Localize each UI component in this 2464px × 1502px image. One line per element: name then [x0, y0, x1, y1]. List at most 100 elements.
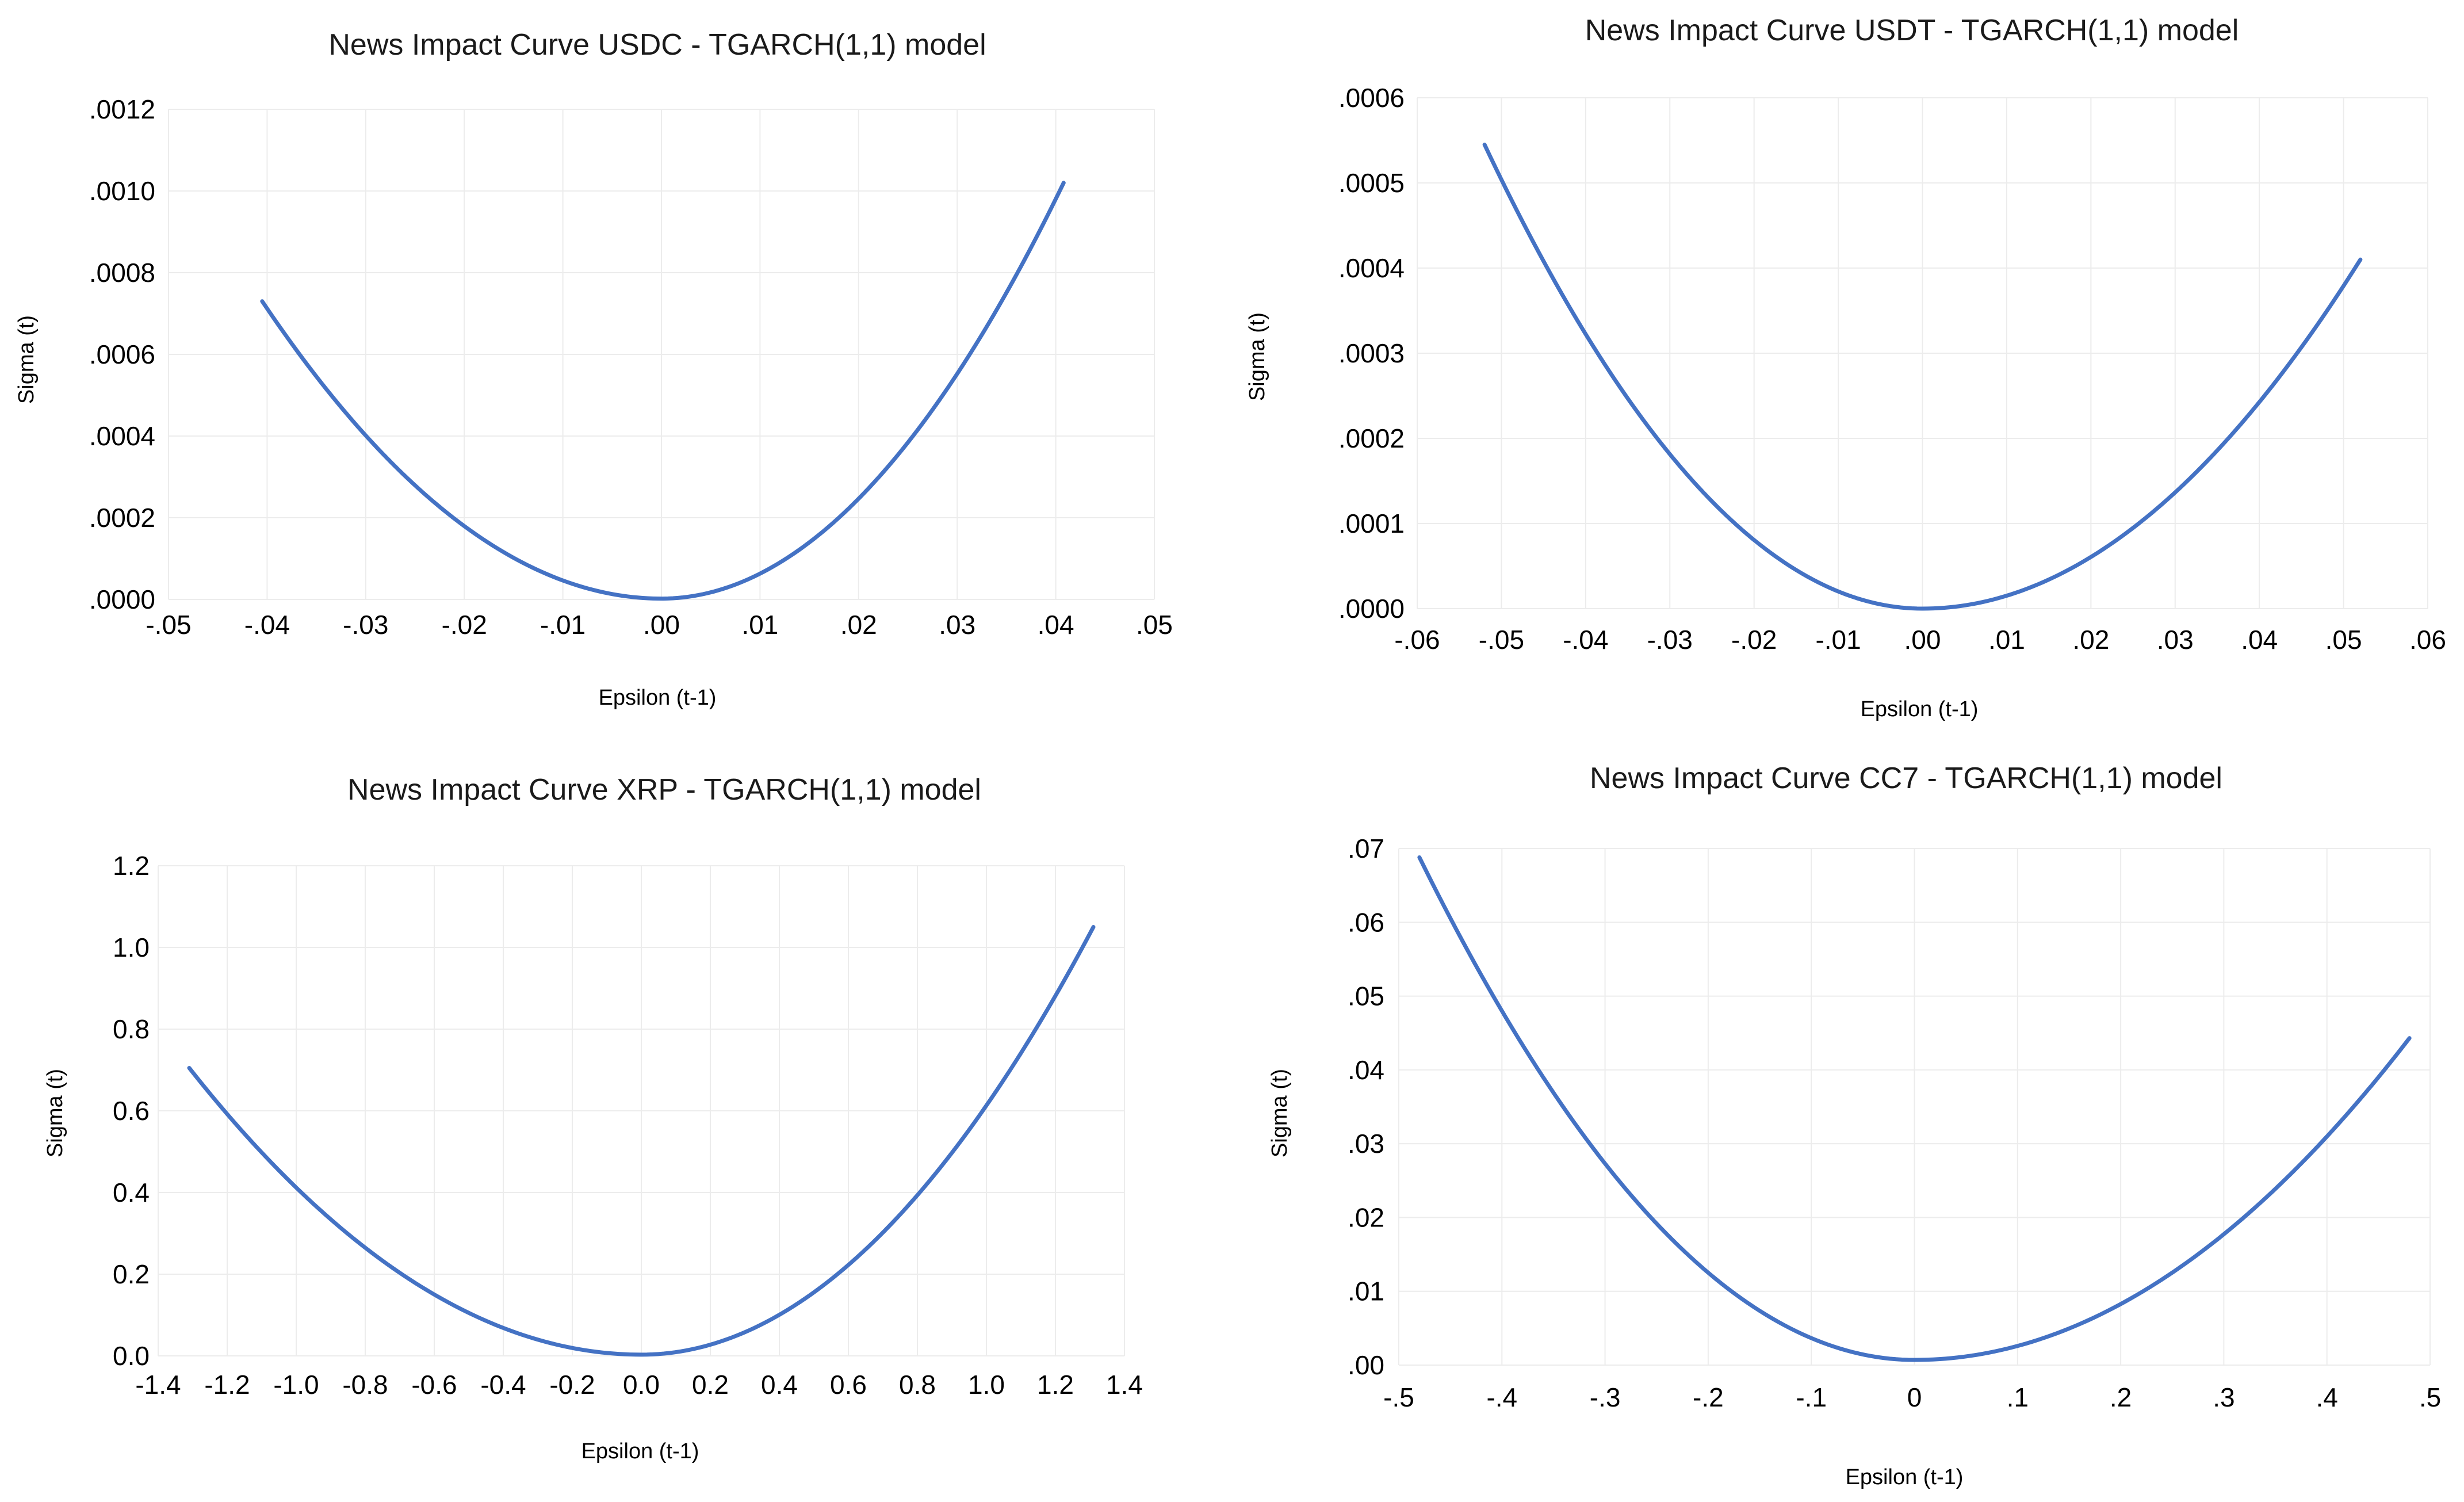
x-tick-label: .01 [741, 610, 778, 640]
y-tick-label: .0008 [89, 258, 155, 288]
y-axis-label: Sigma (t) [1245, 312, 1269, 401]
y-axis-label: Sigma (t) [1268, 1069, 1292, 1157]
x-tick-label: -.04 [1563, 625, 1608, 655]
series-line-xrp [187, 925, 1096, 1357]
x-tick-label: -.3 [1590, 1382, 1621, 1412]
chart-usdt-svg: News Impact Curve USDT - TGARCH(1,1) mod… [1245, 14, 2446, 721]
y-tick-label: .0002 [1338, 423, 1405, 453]
x-tick-label: 0.4 [761, 1370, 798, 1400]
x-tick-label: .03 [939, 610, 975, 640]
x-tick-label: -.03 [1647, 625, 1693, 655]
x-tick-label: .02 [840, 610, 877, 640]
y-tick-label: .0001 [1338, 509, 1405, 538]
y-tick-label: .0004 [89, 421, 155, 451]
x-tick-label: 1.0 [968, 1370, 1005, 1400]
y-tick-label: .04 [1348, 1055, 1384, 1085]
x-tick-label: .05 [1136, 610, 1173, 640]
y-tick-label: .00 [1348, 1350, 1384, 1380]
chart-usdc: News Impact Curve USDC - TGARCH(1,1) mod… [0, 0, 1232, 751]
series-line-usdc [260, 181, 1066, 601]
x-tick-label: -.02 [1731, 625, 1777, 655]
y-tick-label: .0004 [1338, 253, 1405, 283]
chart-xrp-svg: News Impact Curve XRP - TGARCH(1,1) mode… [43, 773, 1143, 1463]
x-tick-label: -.02 [442, 610, 487, 640]
chart-cc7: News Impact Curve CC7 - TGARCH(1,1) mode… [1232, 751, 2464, 1502]
x-axis-label: Epsilon (t-1) [581, 1439, 699, 1463]
y-tick-label: .07 [1348, 834, 1384, 863]
y-tick-label: 0.6 [113, 1096, 150, 1126]
y-tick-label: .0010 [89, 176, 155, 206]
x-tick-label: .05 [2325, 625, 2362, 655]
x-tick-label: .1 [2007, 1382, 2029, 1412]
x-tick-label: -.1 [1796, 1382, 1827, 1412]
x-tick-label: 0 [1907, 1382, 1922, 1412]
chart-xrp: News Impact Curve XRP - TGARCH(1,1) mode… [0, 751, 1232, 1502]
y-tick-label: .02 [1348, 1202, 1384, 1232]
x-tick-label: .04 [2241, 625, 2278, 655]
series-line-usdt [1482, 142, 2363, 611]
x-tick-label: .01 [1988, 625, 2025, 655]
y-tick-label: .0002 [89, 503, 155, 533]
chart-title: News Impact Curve USDC - TGARCH(1,1) mod… [328, 28, 986, 62]
x-tick-label: -.01 [1815, 625, 1861, 655]
x-tick-label: .5 [2419, 1382, 2441, 1412]
x-tick-label: .3 [2213, 1382, 2235, 1412]
x-tick-label: .02 [2072, 625, 2109, 655]
x-axis-label: Epsilon (t-1) [599, 686, 717, 710]
y-tick-label: 0.2 [113, 1259, 150, 1289]
y-tick-label: .06 [1348, 907, 1384, 937]
y-tick-label: 0.0 [113, 1341, 150, 1371]
y-tick-label: .0000 [1338, 594, 1405, 624]
x-tick-label: -.06 [1394, 625, 1440, 655]
x-tick-label: -.5 [1383, 1382, 1414, 1412]
x-tick-label: -1.0 [273, 1370, 319, 1400]
y-tick-label: .0006 [89, 339, 155, 369]
x-axis-label: Epsilon (t-1) [1846, 1465, 1964, 1489]
x-tick-label: 1.2 [1037, 1370, 1074, 1400]
y-tick-label: 0.4 [113, 1178, 150, 1207]
x-tick-label: -0.8 [342, 1370, 388, 1400]
x-tick-label: -.05 [146, 610, 191, 640]
x-tick-label: -1.2 [204, 1370, 250, 1400]
y-tick-label: .05 [1348, 981, 1384, 1011]
x-tick-label: .4 [2316, 1382, 2338, 1412]
x-tick-label: -.2 [1693, 1382, 1724, 1412]
x-tick-label: 0.6 [830, 1370, 867, 1400]
y-axis-label: Sigma (t) [14, 315, 39, 404]
x-tick-label: -0.6 [411, 1370, 457, 1400]
y-tick-label: 1.2 [113, 851, 150, 881]
x-tick-label: -.4 [1486, 1382, 1517, 1412]
x-tick-label: .2 [2110, 1382, 2132, 1412]
y-tick-label: .0000 [89, 584, 155, 614]
x-tick-label: -.03 [343, 610, 388, 640]
y-tick-label: .0005 [1338, 168, 1405, 198]
x-tick-label: -1.4 [135, 1370, 181, 1400]
chart-usdc-svg: News Impact Curve USDC - TGARCH(1,1) mod… [14, 28, 1173, 710]
x-tick-label: 0.2 [692, 1370, 729, 1400]
chart-title: News Impact Curve XRP - TGARCH(1,1) mode… [347, 773, 981, 807]
x-tick-label: -0.4 [480, 1370, 526, 1400]
x-tick-label: 1.4 [1106, 1370, 1143, 1400]
chart-usdt: News Impact Curve USDT - TGARCH(1,1) mod… [1232, 0, 2464, 751]
y-tick-label: 1.0 [113, 932, 150, 962]
y-tick-label: .03 [1348, 1129, 1384, 1159]
x-tick-label: .04 [1038, 610, 1074, 640]
x-tick-label: -.01 [540, 610, 586, 640]
y-tick-label: .0006 [1338, 83, 1405, 113]
x-tick-label: -0.2 [549, 1370, 595, 1400]
x-tick-label: -.04 [244, 610, 290, 640]
y-axis-label: Sigma (t) [43, 1069, 67, 1157]
x-tick-label: .06 [2409, 625, 2446, 655]
x-tick-label: -.05 [1479, 625, 1524, 655]
x-tick-label: 0.0 [623, 1370, 660, 1400]
x-axis-label: Epsilon (t-1) [1861, 697, 1979, 721]
y-tick-label: .0003 [1338, 338, 1405, 368]
y-tick-label: .0012 [89, 94, 155, 124]
chart-title: News Impact Curve CC7 - TGARCH(1,1) mode… [1590, 762, 2222, 795]
chart-title: News Impact Curve USDT - TGARCH(1,1) mod… [1585, 14, 2239, 47]
y-tick-label: .01 [1348, 1276, 1384, 1306]
x-tick-label: .03 [2157, 625, 2194, 655]
x-tick-label: 0.8 [899, 1370, 936, 1400]
x-tick-label: .00 [1904, 625, 1941, 655]
chart-cc7-svg: News Impact Curve CC7 - TGARCH(1,1) mode… [1268, 762, 2441, 1489]
